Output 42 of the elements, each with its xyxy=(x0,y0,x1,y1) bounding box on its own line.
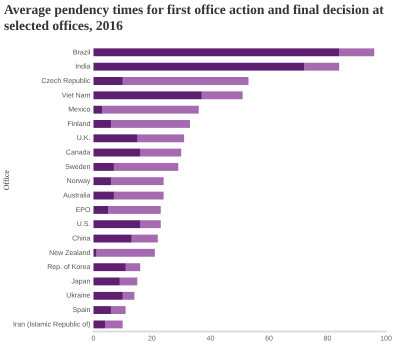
bar xyxy=(93,234,132,242)
bar xyxy=(93,320,106,328)
bar xyxy=(93,91,202,100)
chart-title: Average pendency times for first office action and final decision at selected offices, 2016 xyxy=(4,2,385,34)
bar xyxy=(93,162,114,171)
bar xyxy=(110,120,190,128)
bar xyxy=(126,263,140,272)
bar xyxy=(93,177,111,186)
bar xyxy=(93,206,108,214)
bar xyxy=(93,148,140,157)
bar xyxy=(108,206,161,214)
bar xyxy=(202,91,243,100)
y-axis-title: Office xyxy=(2,170,11,190)
bar xyxy=(122,77,248,85)
bar xyxy=(120,278,138,286)
bar xyxy=(110,177,164,186)
bar xyxy=(93,106,102,114)
bar xyxy=(114,192,164,200)
bar xyxy=(93,278,120,286)
bar xyxy=(131,234,158,242)
bar xyxy=(93,192,114,200)
bar xyxy=(93,62,304,71)
bar xyxy=(93,248,96,257)
bar xyxy=(93,134,138,142)
bar xyxy=(93,306,111,314)
bar xyxy=(105,320,123,328)
bar xyxy=(110,306,126,314)
bar xyxy=(93,77,123,85)
bar xyxy=(114,162,178,171)
bar xyxy=(96,248,155,257)
bar xyxy=(93,292,123,300)
bar xyxy=(140,148,182,157)
bar xyxy=(304,62,340,71)
bar xyxy=(339,48,374,56)
bar xyxy=(93,263,126,272)
bar xyxy=(93,120,111,128)
bar xyxy=(140,220,161,228)
bar xyxy=(102,106,199,114)
bar xyxy=(93,48,340,56)
bar xyxy=(122,292,134,300)
bar xyxy=(137,134,184,142)
bar xyxy=(93,220,140,228)
